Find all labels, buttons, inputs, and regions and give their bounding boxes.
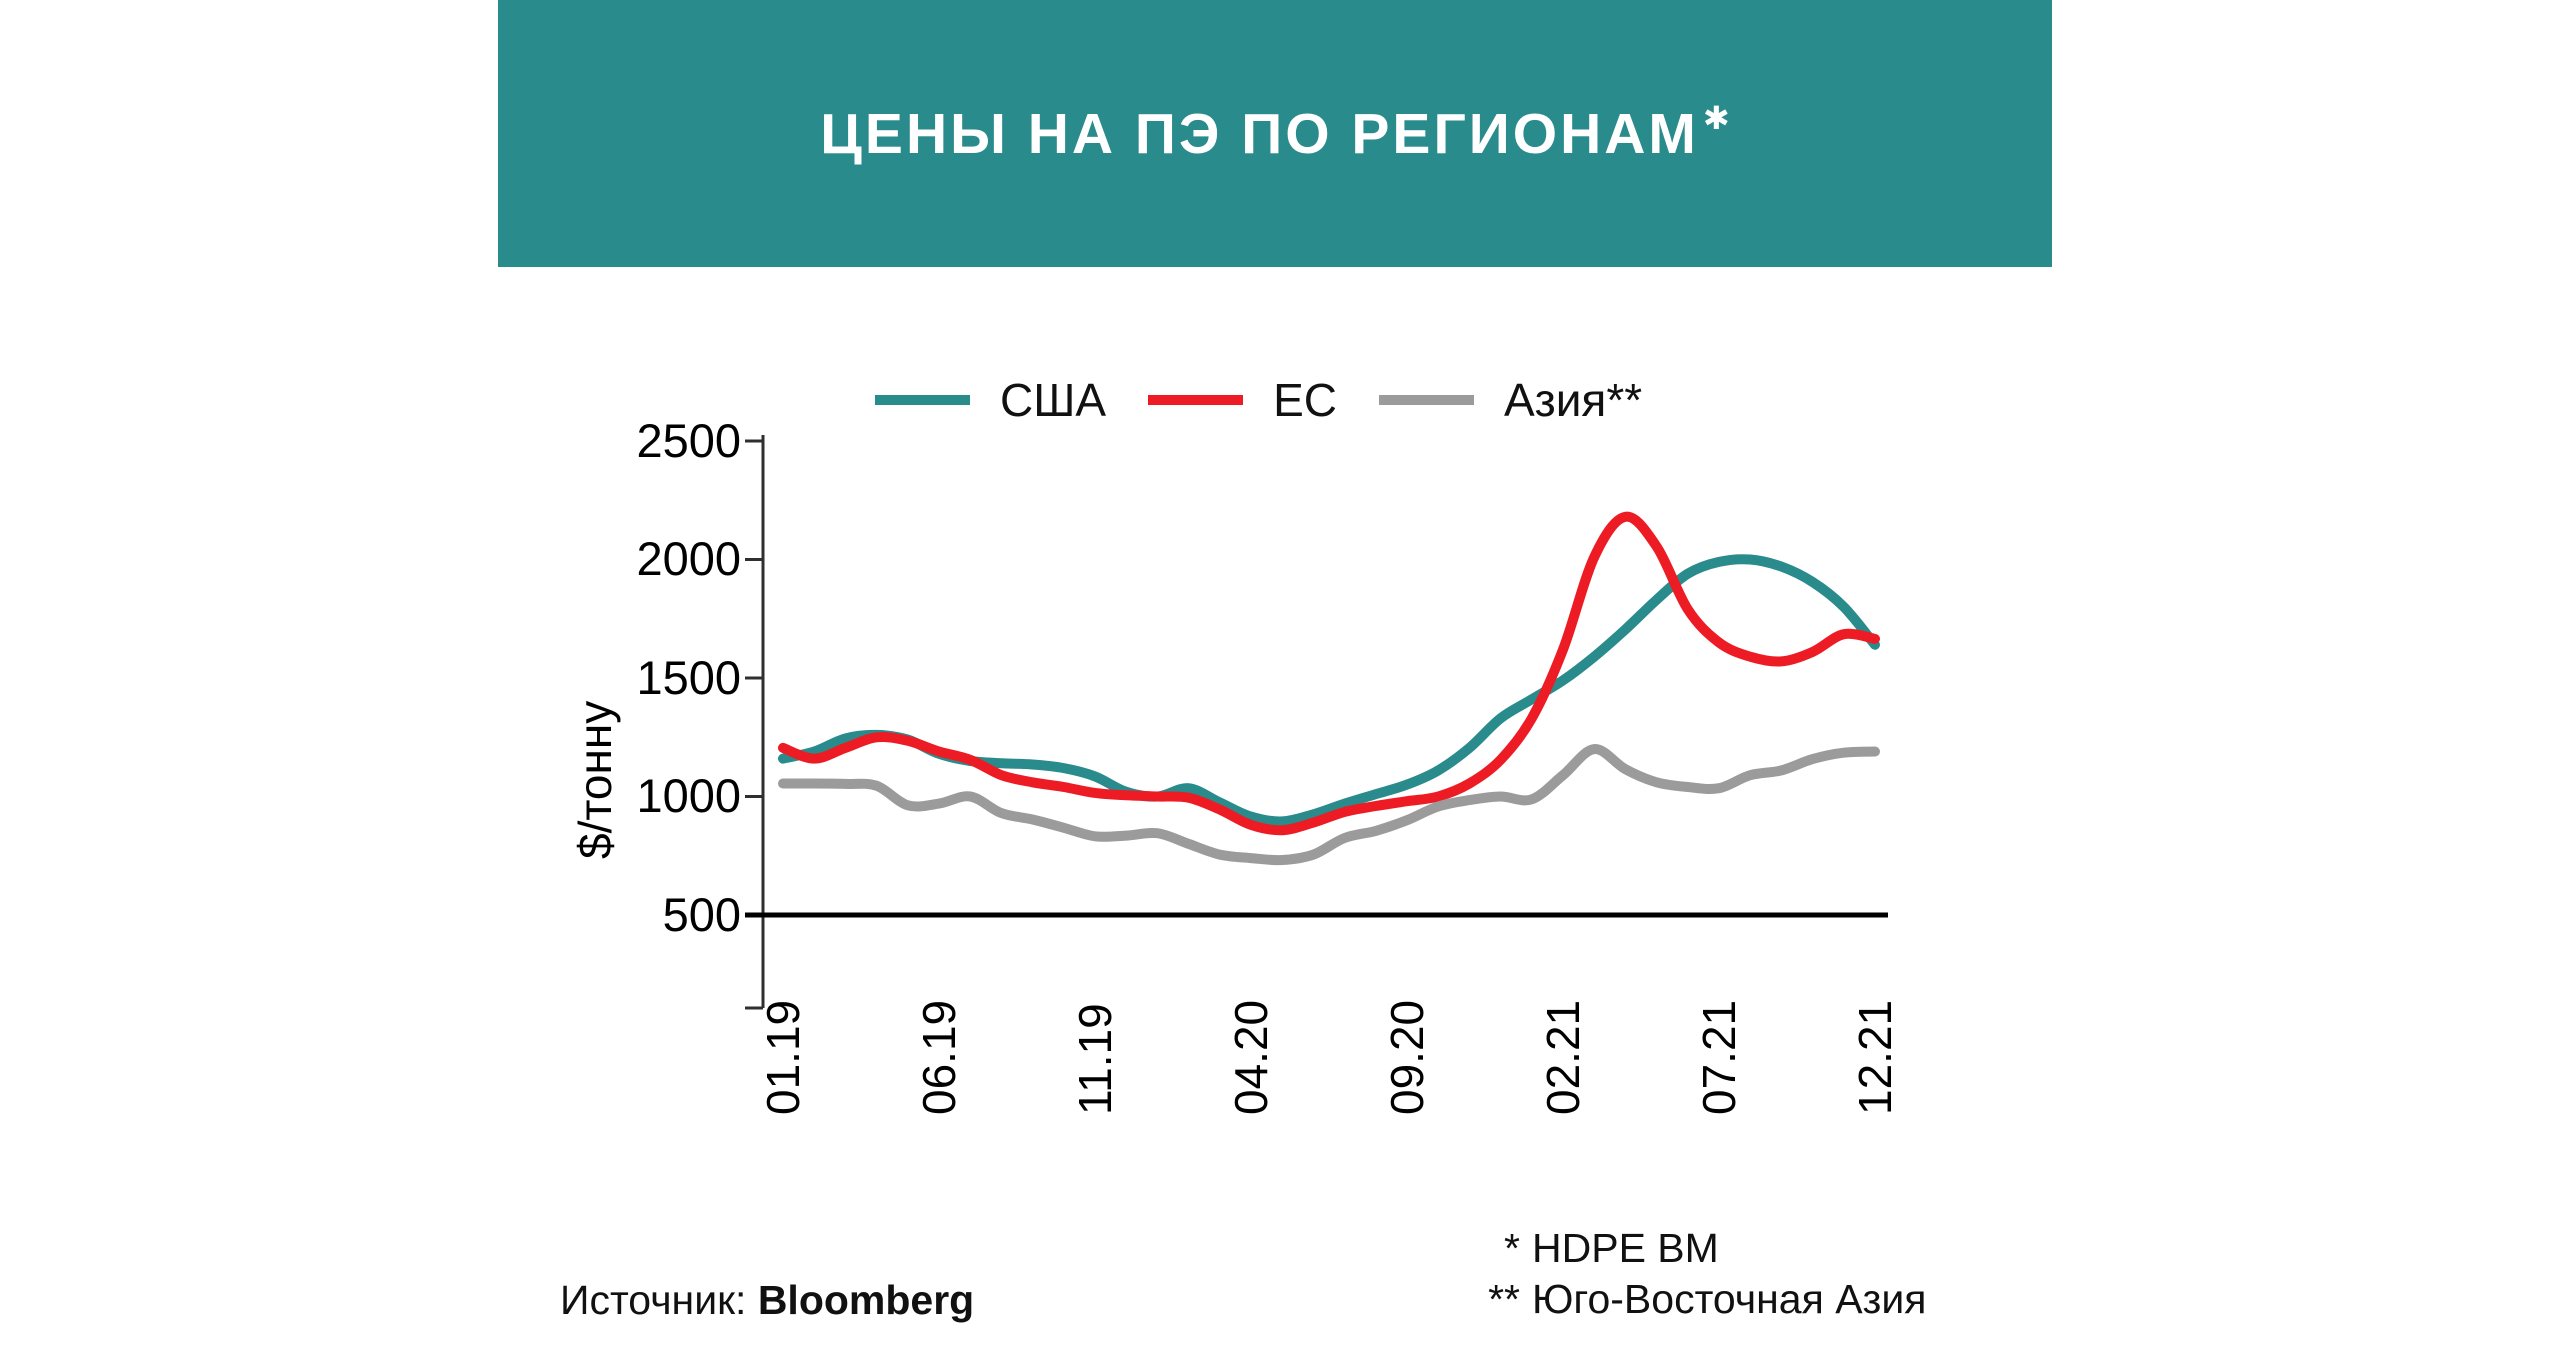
- y-tick-label-2000: 2000: [636, 532, 741, 585]
- y-tick-label-2500: 2500: [636, 414, 741, 467]
- source-value: Bloomberg: [757, 1277, 975, 1323]
- legend-swatch-usa: [875, 395, 970, 405]
- series-line-1-ЕС: [778, 511, 1880, 836]
- y-tick-label-500: 500: [662, 888, 741, 941]
- footnote-asia: ** Юго-Восточная Азия: [1400, 1275, 1926, 1323]
- legend-label-usa: США: [1000, 374, 1107, 426]
- header-band: ЦЕНЫ НА ПЭ ПО РЕГИОНАМ ✱: [498, 0, 2052, 267]
- legend-swatch-eu: [1148, 395, 1244, 405]
- title-asterisk-icon: ✱: [1702, 99, 1730, 136]
- legend-swatch-asia: [1378, 395, 1474, 405]
- legend-item-asia: Азия**: [1378, 373, 1643, 427]
- series-line-2-Азия: [778, 744, 1880, 866]
- y-tick-label-1500: 1500: [636, 651, 741, 704]
- source-line: Источник: Bloomberg: [560, 1276, 974, 1324]
- footnote-marker-2: **: [1488, 1276, 1520, 1322]
- source-label: Источник:: [560, 1277, 747, 1323]
- footnote-text-2: Юго-Восточная Азия: [1532, 1276, 1927, 1322]
- footnote-hdpe: * HDPE BM: [1400, 1224, 1926, 1272]
- series-line-0-США: [778, 554, 1880, 827]
- chart-legend: США ЕС Азия**: [875, 372, 1684, 428]
- legend-label-asia: Азия**: [1503, 374, 1643, 426]
- y-tick-label-1000: 1000: [636, 769, 741, 822]
- legend-label-eu: ЕС: [1273, 374, 1337, 426]
- legend-item-eu: ЕС: [1148, 373, 1337, 427]
- page-title: ЦЕНЫ НА ПЭ ПО РЕГИОНАМ: [820, 101, 1699, 166]
- legend-item-usa: США: [875, 373, 1106, 427]
- footnote-text-1: HDPE BM: [1532, 1225, 1719, 1271]
- footnotes: * HDPE BM ** Юго-Восточная Азия: [1400, 1224, 1926, 1326]
- footnote-marker-1: *: [1504, 1225, 1520, 1271]
- series-group: [778, 511, 1880, 866]
